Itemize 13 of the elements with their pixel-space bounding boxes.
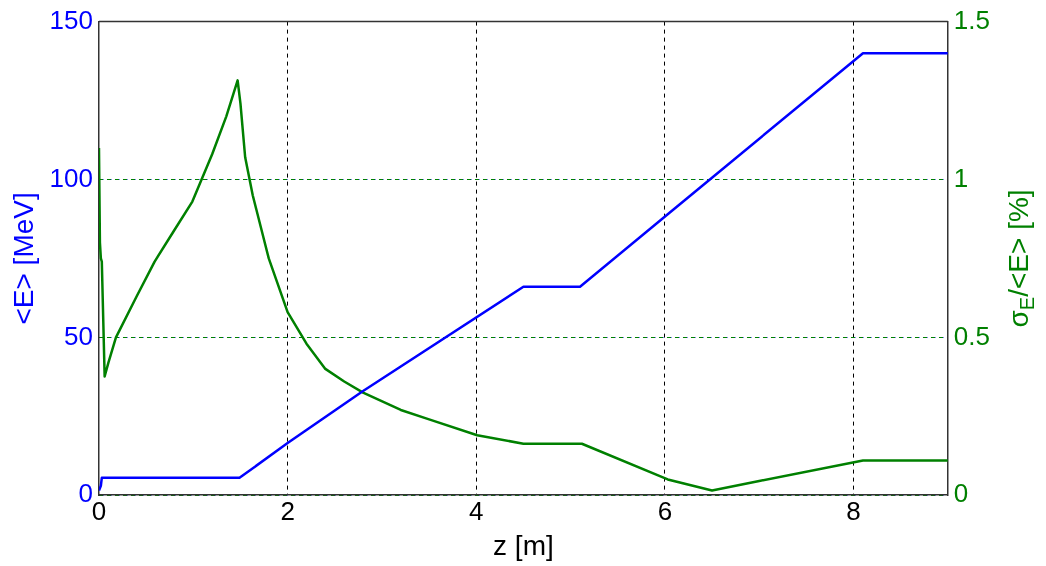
x-tick-label: 8 bbox=[846, 495, 861, 526]
y-tick-label: 50 bbox=[64, 320, 93, 351]
y-axis-title: <E> [MeV] bbox=[7, 192, 39, 325]
y-tick-label: 100 bbox=[49, 162, 93, 193]
y2-tick-label: 1.5 bbox=[953, 4, 991, 35]
y2-tick-label: 1 bbox=[953, 162, 969, 193]
y2-axis-title: σE/<E> [%] bbox=[1003, 189, 1038, 328]
y2-tick-label: 0.5 bbox=[953, 320, 991, 351]
x-tick-label: 4 bbox=[469, 495, 484, 526]
x-tick-label: 2 bbox=[280, 495, 295, 526]
x-axis-title: z [m] bbox=[493, 529, 554, 561]
y-tick-label: 150 bbox=[49, 4, 93, 35]
x-tick-label: 6 bbox=[657, 495, 673, 526]
